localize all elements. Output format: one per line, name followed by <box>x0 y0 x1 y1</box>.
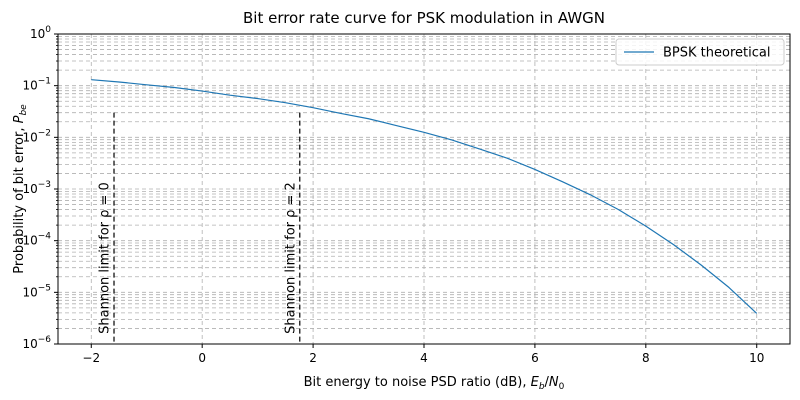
y-tick-label: 10−4 <box>22 232 51 248</box>
grid <box>58 34 790 345</box>
series-layer <box>91 79 758 314</box>
shannon-limit-label: Shannon limit for ρ = 2 <box>283 182 298 334</box>
x-tick-label: 6 <box>531 351 539 365</box>
y-axis-label: Probability of bit error, Pbe <box>12 104 29 274</box>
legend-label: BPSK theoretical <box>663 46 770 61</box>
y-tick-label: 10−6 <box>22 335 51 351</box>
y-tick-label: 10−1 <box>22 77 51 93</box>
x-tick-label: 4 <box>420 351 428 365</box>
y-tick-label: 100 <box>30 25 51 41</box>
x-tick-label: 0 <box>198 351 206 365</box>
x-axis-label: Bit energy to noise PSD ratio (dB), Eb/N… <box>304 375 565 392</box>
legend-box <box>615 38 785 66</box>
chart-title: Bit error rate curve for PSK modulation … <box>243 9 605 27</box>
x-tick-label: 2 <box>309 351 317 365</box>
x-tick-label: 10 <box>749 351 764 365</box>
y-tick-label: 10−3 <box>22 180 51 196</box>
series-line-bpsk <box>91 79 758 314</box>
x-ticks: −2 0 2 4 6 8 10 <box>82 344 764 365</box>
y-tick-label: 10−2 <box>22 128 51 144</box>
x-tick-label: 8 <box>642 351 650 365</box>
y-tick-label: 10−5 <box>22 283 51 299</box>
y-ticks: 10−6 10−5 10−4 10−3 10−2 10−1 100 <box>22 25 58 351</box>
x-tick-label: −2 <box>82 351 100 365</box>
annotations: Shannon limit for ρ = 0 Shannon limit for… <box>98 112 301 344</box>
legend: BPSK theoretical <box>615 38 785 66</box>
shannon-limit-label: Shannon limit for ρ = 0 <box>98 182 113 334</box>
